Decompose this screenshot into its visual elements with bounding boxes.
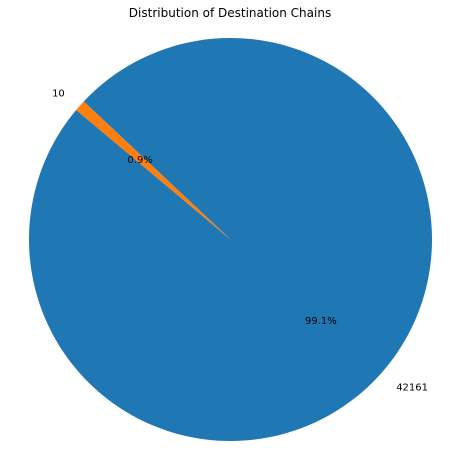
slice-label-42161: 42161 xyxy=(396,383,428,394)
pie-slice-10 xyxy=(76,101,231,240)
slice-pct-42161: 99.1% xyxy=(305,316,337,327)
slice-label-10: 10 xyxy=(52,88,65,99)
pie-slice-42161 xyxy=(29,37,433,441)
chart-title: Distribution of Destination Chains xyxy=(129,6,331,20)
slice-pct-10: 0.9% xyxy=(127,155,152,166)
pie-labels: 42161 99.1% 10 0.9% xyxy=(52,88,428,393)
pie-slices xyxy=(29,37,433,441)
